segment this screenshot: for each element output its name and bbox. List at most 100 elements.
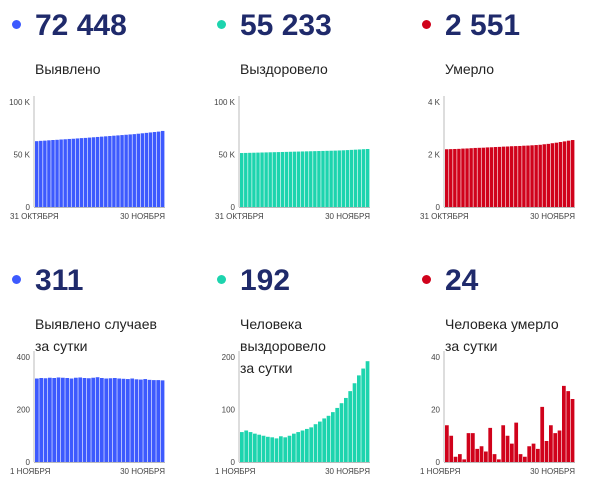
bar <box>357 375 361 463</box>
bar <box>449 149 453 207</box>
bar <box>471 433 475 463</box>
total-value: 192 <box>240 264 291 297</box>
bar <box>284 151 289 208</box>
bar <box>514 422 519 463</box>
x-end-label: 30 НОЯБРЯ <box>325 467 370 476</box>
bar <box>248 152 252 207</box>
y-tick-label: 0 <box>436 458 441 467</box>
bar <box>501 425 506 462</box>
y-tick-label: 50 K <box>219 151 236 160</box>
bar <box>333 150 337 207</box>
bar <box>534 145 538 207</box>
bar <box>570 140 575 207</box>
bar <box>348 391 353 463</box>
bar <box>266 436 270 462</box>
bar-chart: 0 2 K 4 K 31 ОКТЯБРЯ 30 НОЯБРЯ <box>420 96 575 221</box>
bar <box>357 149 362 207</box>
x-end-label: 30 НОЯБРЯ <box>530 212 575 221</box>
bar <box>566 140 571 207</box>
bar <box>317 151 321 207</box>
legend-dot <box>12 20 21 29</box>
bar <box>553 433 558 463</box>
metric-label: Выздоровело <box>240 58 328 80</box>
bar <box>52 378 57 462</box>
bar <box>128 134 132 207</box>
bar <box>283 437 288 462</box>
bar <box>143 379 148 462</box>
bar <box>514 146 518 207</box>
bar <box>43 140 47 207</box>
bar <box>501 146 506 208</box>
bar <box>124 134 128 207</box>
bar <box>325 150 329 207</box>
bar <box>449 435 454 462</box>
bar <box>82 378 87 462</box>
bar <box>117 378 122 462</box>
metric-label-line: Человека умерло <box>445 316 559 332</box>
bar <box>331 412 335 463</box>
y-tick-label: 100 <box>222 406 236 415</box>
y-tick-label: 200 <box>17 406 31 415</box>
bar <box>453 456 458 462</box>
bar <box>466 433 471 463</box>
bar <box>326 415 331 462</box>
panel-header: 24 Человека умерло за сутки <box>410 255 590 354</box>
bar <box>48 377 52 462</box>
bar <box>95 136 100 207</box>
bar <box>91 377 96 462</box>
bar <box>78 377 83 462</box>
bar <box>87 137 92 207</box>
bar <box>339 403 344 462</box>
bar <box>457 148 461 207</box>
bar <box>292 151 297 207</box>
metric-label-line: Выявлено <box>35 61 101 77</box>
x-end-label: 30 НОЯБРЯ <box>120 212 165 221</box>
metric-label: Человека умерло за сутки <box>445 313 559 357</box>
metric-label-line: Человека выздоровело <box>240 316 326 354</box>
bar <box>120 135 124 207</box>
panel-deaths-total: 2 551 Умерло 0 2 K 4 K 31 ОКТЯБРЯ 30 НОЯБРЯ <box>410 0 590 240</box>
bar <box>546 143 551 207</box>
bar <box>134 379 139 462</box>
bar <box>349 149 354 207</box>
x-end-label: 30 НОЯБРЯ <box>325 212 370 221</box>
bar <box>557 430 562 462</box>
y-tick-label: 50 K <box>14 151 31 160</box>
bar <box>493 147 498 207</box>
bar <box>558 142 563 207</box>
bar <box>540 406 545 463</box>
bar <box>244 152 248 207</box>
y-tick-label: 100 K <box>9 98 31 107</box>
y-tick-label: 0 <box>26 203 31 212</box>
legend-dot <box>217 20 226 29</box>
metric-label-line: за сутки <box>240 360 293 376</box>
bar <box>313 151 317 207</box>
bar <box>136 133 141 207</box>
bar <box>484 451 488 462</box>
bar <box>445 149 449 207</box>
bar <box>361 149 366 207</box>
bar <box>75 138 80 207</box>
bar <box>296 151 301 207</box>
y-tick-label: 4 K <box>428 98 441 107</box>
bar <box>260 152 264 207</box>
bar <box>280 151 285 207</box>
bar <box>268 152 272 207</box>
bar <box>365 361 370 462</box>
bar <box>510 443 514 463</box>
bar <box>322 418 327 462</box>
x-start-label: 31 ОКТЯБРЯ <box>215 212 264 221</box>
bar <box>497 459 501 463</box>
bar <box>55 139 59 207</box>
bar <box>453 148 457 207</box>
bar <box>492 454 497 463</box>
bar <box>104 136 108 207</box>
total-value: 72 448 <box>35 9 127 42</box>
y-tick-label: 100 K <box>214 98 236 107</box>
bar <box>104 378 109 462</box>
bar <box>35 141 39 207</box>
bar <box>51 140 55 207</box>
bar <box>300 430 305 462</box>
legend-dot <box>12 275 21 284</box>
metric-label: Умерло <box>445 58 494 80</box>
